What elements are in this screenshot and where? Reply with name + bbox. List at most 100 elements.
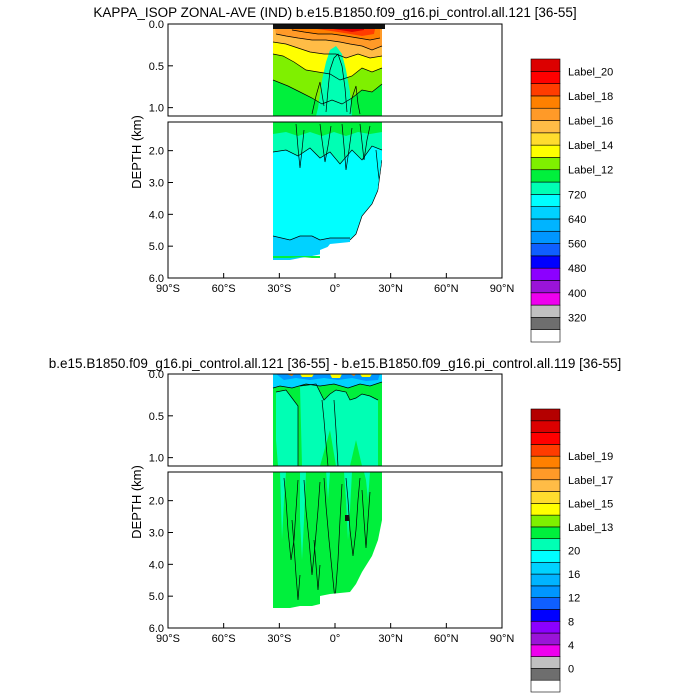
x-tick-label: 90°N [490,283,515,295]
contour-line [303,479,321,576]
y-tick-label: 0.5 [149,411,164,423]
colorbar-box [530,550,561,563]
surface-black-band [273,24,385,29]
colorbar-box [530,218,561,232]
contour-line [272,145,383,165]
colorbar-label: 8 [568,616,574,628]
x-tick-label: 60°S [212,633,236,645]
panel-1-title: KAPPA_ISOP ZONAL-AVE (IND) b.e15.B1850.f… [93,5,576,20]
contour-line [275,33,383,51]
colorbar-box [530,597,561,610]
colorbar-label: 400 [568,288,586,300]
colorbar-box [530,408,561,422]
x-tick-label: 90°S [156,283,180,295]
x-tick-label: 30°S [267,633,291,645]
y-tick-label: 3.0 [149,177,164,189]
colorbar-box [530,58,561,72]
y-tick-label: 6.0 [149,623,164,635]
x-tick-label: 90°S [156,633,180,645]
contour-line [283,477,299,561]
colorbar-label: 0 [568,663,574,675]
y-tick-label: 3.0 [149,527,164,539]
panel-2: b.e15.B1850.f09_g16.pi_control.all.121 [… [49,356,621,693]
y-tick-label: 2.0 [149,496,164,508]
colorbar-box [530,620,561,634]
contour-line [341,123,353,171]
colorbar-box [530,157,561,171]
colorbar-box [530,609,561,622]
x-tick-label: 60°N [434,633,459,645]
panel-1-colorbar: 320 400 480 560 640 720 Label_12 Label_14 Label_… [530,58,613,343]
anomaly-dot [345,515,349,521]
bathymetry-mask [168,472,502,628]
field-green-top [273,122,382,136]
panel-1-lower-field [168,122,502,278]
colorbar-box [530,668,561,681]
colorbar-box [530,444,561,457]
field-cyan-mid [300,384,378,466]
contour-line [291,29,381,41]
colorbar-label: Label_15 [568,498,613,510]
panel-1-upper-contours [272,29,383,115]
colorbar-box [530,144,561,158]
contour-line [361,489,371,549]
field-lightcyan [273,236,350,260]
field-cyan-left [276,390,298,466]
x-tick-label: 30°N [378,283,403,295]
contour-line [275,389,299,466]
colorbar-box [530,71,561,84]
contour-line [272,41,383,59]
y-tick-label: 4.0 [149,559,164,571]
field-yellow-flecks [300,374,372,378]
contour-line [333,399,339,466]
panel-2-upper-contours [272,381,383,466]
y-tick-label: 0.0 [149,19,164,31]
field-teal-streaks [278,472,370,560]
colorbar-box [530,206,561,220]
colorbar-box [530,243,561,257]
panel-2-lower-contours [283,477,371,601]
colorbar-box [530,585,561,598]
colorbar-label: Label_20 [568,66,613,78]
colorbar-box [530,194,561,207]
panel-1-upper-frame [167,23,503,117]
colorbar-box [530,479,561,492]
x-tick-label: 90°N [490,633,515,645]
colorbar-box [530,267,561,281]
contour-line [272,235,350,241]
colorbar-label: Label_19 [568,451,613,463]
x-tick-label: 60°S [212,283,236,295]
colorbar-box [530,644,561,657]
panel-2-ylabel: DEPTH (km) [129,465,144,539]
x-tick-label: 30°N [378,633,403,645]
colorbar-box [530,420,561,433]
contour-line [349,85,361,115]
y-tick-label: 0.5 [149,61,164,73]
colorbar-box [530,83,561,97]
colorbar-box [530,514,561,528]
colorbar-box [530,538,561,551]
colorbar-box [530,455,561,469]
colorbar-label: Label_12 [568,165,613,177]
panel-2-upper-field [272,374,383,466]
colorbar-box [530,292,561,306]
colorbar-box [530,280,561,294]
panel-1: KAPPA_ISOP ZONAL-AVE (IND) b.e15.B1850.f… [93,5,613,343]
bathymetry-mask [168,122,502,278]
contour-line [349,159,383,241]
contour-line [313,539,321,591]
panel-1-lower-contours [272,123,383,241]
colorbar-box [530,656,561,669]
colorbar-box [530,491,561,504]
panel-1-upper-field [272,24,385,116]
y-tick-label: 1.0 [149,453,164,465]
colorbar-box [530,120,561,134]
colorbar-box [530,573,561,587]
panel-2-upper-frame [167,373,503,467]
contour-line [291,519,301,601]
colorbar-label: 12 [568,593,580,605]
contour-line [325,53,348,113]
colorbar-box [530,95,561,109]
colorbar-label: 16 [568,569,580,581]
contour-line [319,123,332,163]
